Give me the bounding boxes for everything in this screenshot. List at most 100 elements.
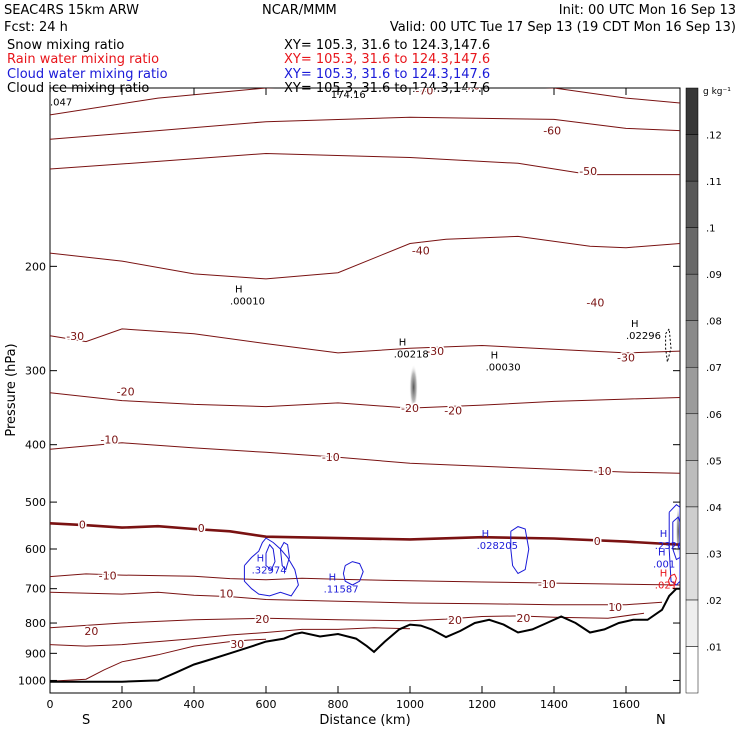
cloud-water-contour-5 [668,504,680,586]
colorbar: .01 .02 .03 .04 .05 .06 .07 .08 .09 .1 .11 .12 [685,87,722,694]
colorbar-tick-label-7: .08 [706,317,722,328]
colorbar-tick-label-0: .01 [706,642,722,653]
maximum-label-4: .32974 [252,566,287,577]
temperature-contour-label-5-2: -20 [444,404,462,417]
header-left-title: SEAC4RS 15km ARW [4,3,139,18]
temperature-contour-9 [50,591,663,606]
cloud-water-contour-1 [265,543,276,571]
cloud-water-contour-6 [672,516,680,561]
temperature-contour-label-0-0: -70 [415,85,433,98]
field-xy-snow: XY= 105.3, 31.6 to 124.3,147.6 [284,38,490,53]
colorbar-swatch-6 [685,366,699,415]
snow-contour-0 [665,327,672,363]
maximum-marker-h-1: H [399,337,407,348]
plot-area [49,87,681,694]
x-tick-label-6: 1200 [468,698,496,711]
y-tick-label-0: 200 [25,260,46,273]
colorbar-tick-label-9: .1 [706,224,716,235]
colorbar-swatch-4 [685,460,699,508]
maximum-marker-h-6: H [482,529,490,540]
maximum-marker-h-7: H [660,529,668,540]
temperature-contour-11 [50,627,411,647]
colorbar-unit: g kg⁻¹ [703,87,731,97]
colorbar-swatch-9 [685,227,699,275]
temperature-contour-8 [50,573,680,586]
colorbar-tick-label-8: .09 [706,270,722,281]
temperature-contour-label-3-1: -40 [586,296,604,309]
maximum-label-7: .2326 [655,541,684,552]
field-name-rain: Rain water mixing ratio [7,52,159,67]
y-tick-label-8: 1000 [18,674,46,687]
plot-contents: -70 -70 -60 -50 -40 -40 -30 -30 -30 -20 -20 -20 -10 -… [50,79,684,683]
y-axis-label: Pressure (hPa) [4,343,19,436]
maximum-marker-h-3: H [631,319,639,330]
colorbar-swatch-11 [685,134,699,182]
snow-shading-0 [409,364,418,411]
maximum-label-8: .001 [653,560,675,571]
y-tick-label-3: 500 [25,496,46,509]
x-tick-label-5: 1000 [396,698,424,711]
terrain-line [50,587,680,683]
colorbar-swatch-3 [685,506,699,554]
maximum-label-10: .047 [50,97,72,108]
x-tick-label-8: 1600 [612,698,640,711]
colorbar-swatch-12 [685,87,699,135]
maximum-marker-h-0: H [235,285,243,296]
header-fcst: Fcst: 24 h [4,20,68,35]
header-valid: Valid: 00 UTC Tue 17 Sep 13 (19 CDT Mon … [390,20,736,35]
axes-layer: 0 200 400 600 800 1000 1200 1400 160020030040050… [18,88,680,711]
header-init: Init: 00 UTC Mon 16 Sep 13 [559,3,736,18]
temperature-contour-label-5-1: -20 [401,402,419,415]
colorbar-tick-label-6: .07 [706,363,722,374]
colorbar-tick-label-1: .02 [706,596,722,607]
maximum-label-1: .00218 [394,349,429,360]
field-xy-rain: XY= 105.3, 31.6 to 124.3,147.6 [284,52,490,67]
maximum-label-5: .11587 [324,584,359,595]
x-tick-label-3: 600 [256,698,277,711]
maximum-label-0: .00010 [230,297,265,308]
cloud-water-contour-0 [243,537,299,597]
colorbar-swatch-2 [685,553,699,601]
temperature-contour-label-10-1: 20 [448,614,462,627]
rain-contour-0 [668,573,677,587]
colorbar-swatch-8 [685,273,699,321]
colorbar-swatch-10 [685,180,699,228]
temperature-contour-label-8-1: -10 [538,578,556,591]
maximum-label-11: 174.16 [331,90,366,101]
temperature-contour-label-7-2: 0 [594,535,601,548]
temperature-contour-label-4-1: -30 [426,345,444,358]
field-name-cloud-water: Cloud water mixing ratio [7,67,168,82]
temperature-contour-label-6-0: -10 [100,433,118,446]
temperature-contour-6 [50,442,680,474]
cloud-water-contour-4 [510,526,530,575]
temperature-contour-label-9-0: 10 [219,587,233,600]
header-center-org: NCAR/MMM [262,3,337,18]
maximum-label-2: .00030 [486,363,521,374]
y-tick-label-2: 400 [25,439,46,452]
maximum-marker-h-4: H [257,554,265,565]
colorbar-tick-label-11: .12 [706,131,722,142]
temperature-contour-label-8-0: -10 [99,569,117,582]
temperature-contour-label-10-2: 20 [516,612,530,625]
temperature-contour-label-4-0: -30 [66,330,84,343]
y-tick-label-4: 600 [25,543,46,556]
temperature-contour-label-4-2: -30 [617,351,635,364]
temperature-contour-3 [50,235,680,280]
cloud-water-contour-2 [279,541,290,571]
field-xy-cloud-water: XY= 105.3, 31.6 to 124.3,147.6 [284,67,490,82]
x-tick-label-7: 1400 [540,698,568,711]
colorbar-swatch-7 [685,320,699,368]
maximum-label-3: .02296 [626,331,661,342]
colorbar-tick-label-2: .03 [706,549,722,560]
temperature-contour-label-12-0: 30 [230,638,244,651]
cloud-water-contour-3 [342,561,364,586]
temperature-contour-2 [50,152,680,176]
south-end-label: S [82,713,90,728]
colorbar-swatch-1 [685,599,699,647]
temperature-contour-label-3-0: -40 [412,244,430,257]
temperature-contour-label-0-1: -70 [462,79,480,92]
temperature-contour-label-1-0: -60 [543,125,561,138]
temperature-contour-label-7-1: 0 [198,522,205,535]
maximum-label-9: .021 [655,581,677,592]
colorbar-tick-label-10: .11 [706,177,722,188]
